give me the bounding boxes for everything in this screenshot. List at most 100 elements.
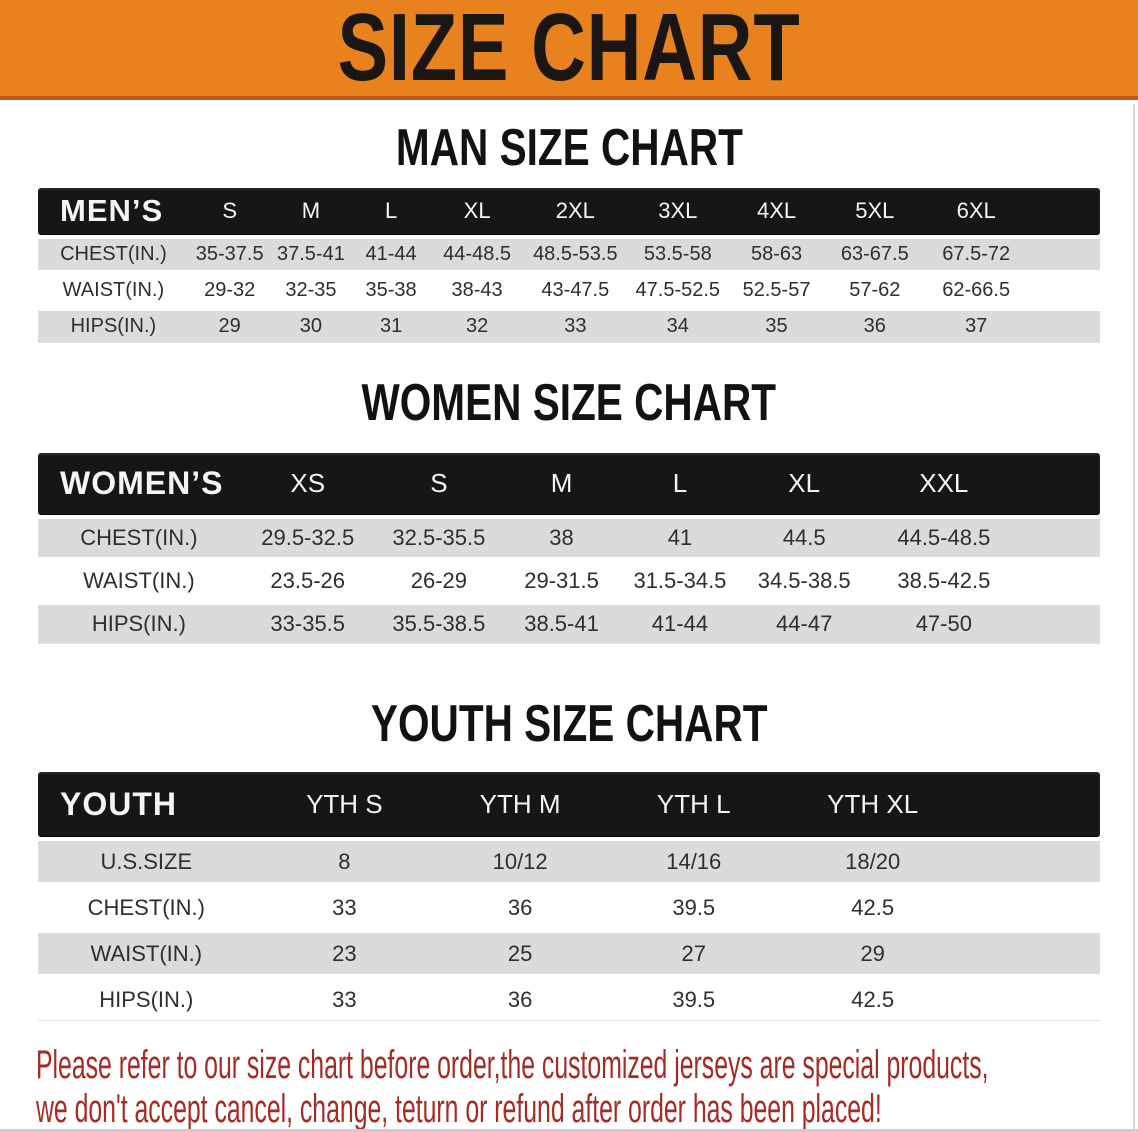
measurement-value: 32.5-35.5: [392, 525, 486, 550]
measurement-label: CHEST(IN.): [87, 894, 205, 920]
measurement-value: 44-47: [776, 611, 833, 636]
measurement-value: 39.5: [672, 894, 716, 920]
measurement-value: 39.5: [672, 986, 716, 1012]
table-row: CHEST(IN.) 29.5-32.5 32.5-35.5 38 41 44.5 44.5…: [38, 519, 1100, 557]
measurement-value: 36: [507, 986, 533, 1012]
youth-size-chart-heading: YOUTH SIZE CHART: [370, 695, 768, 753]
measurement-value: 29-31.5: [524, 568, 599, 593]
youth-section-heading-wrap: YOUTH SIZE CHART: [0, 695, 1138, 753]
size-column-header: XXL: [919, 468, 969, 498]
measurement-value: 33-35.5: [270, 611, 346, 636]
table-title: WOMEN’S: [60, 465, 224, 501]
man-section-heading-wrap: MAN SIZE CHART: [0, 119, 1138, 177]
size-column-header: L: [384, 198, 398, 223]
table-row: HIPS(IN.) 29 30 31 32 33 34 35 36 37: [38, 311, 1100, 342]
measurement-value: 38.5-41: [524, 611, 599, 636]
measurement-value: 35-38: [365, 279, 417, 301]
measurement-value: 35.5-38.5: [392, 611, 486, 636]
measurement-value: 27: [681, 940, 706, 966]
table-title: MEN’S: [60, 193, 164, 228]
measurement-value: 42.5: [851, 986, 895, 1012]
measurement-value: 36: [507, 894, 533, 920]
size-column-header: S: [430, 468, 448, 498]
size-column-header: M: [301, 198, 321, 223]
table-header-row: MEN’S S M L XL 2XL 3XL 4XL 5XL 6XL: [38, 188, 1100, 234]
measurement-value: 62-66.5: [942, 279, 1011, 301]
size-column-header: YTH L: [656, 788, 731, 819]
size-column-header: 4XL: [756, 198, 797, 223]
measurement-value: 48.5-53.5: [533, 243, 618, 265]
measurement-value: 47.5-52.5: [635, 279, 721, 301]
disclaimer-line-2: we don't accept cancel, change, teturn o…: [36, 1087, 882, 1131]
size-column-header: L: [672, 468, 688, 498]
table-row: CHEST(IN.) 35-37.5 37.5-41 41-44 44-48.5 48.5…: [38, 239, 1100, 270]
measurement-label: CHEST(IN.): [60, 243, 167, 265]
measurement-value: 57-62: [849, 279, 901, 301]
measurement-value: 44.5-48.5: [897, 525, 991, 550]
table-header-row: YOUTH YTH S YTH M YTH L YTH XL: [38, 772, 1100, 836]
measurement-value: 23: [332, 940, 357, 966]
measurement-value: 32: [465, 315, 489, 337]
order-disclaimer: Please refer to our size chart before or…: [36, 1043, 989, 1131]
measurement-value: 44.5: [782, 525, 826, 550]
measurement-value: 36: [863, 315, 886, 337]
table-row: WAIST(IN.) 23 25 27 29: [38, 933, 1100, 974]
size-column-header: M: [550, 468, 573, 498]
measurement-value: 30: [299, 315, 323, 337]
measurement-value: 35-37.5: [195, 243, 264, 265]
size-column-header: 6XL: [956, 198, 996, 223]
measurement-value: 34.5-38.5: [757, 568, 851, 593]
measurement-value: 38: [549, 525, 574, 550]
measurement-value: 31.5-34.5: [633, 568, 727, 593]
measurement-value: 37.5-41: [276, 243, 345, 265]
table-row: CHEST(IN.) 33 36 39.5 42.5: [38, 887, 1100, 928]
measurement-value: 18/20: [845, 848, 901, 874]
size-column-header: YTH M: [479, 788, 561, 819]
measurement-value: 8: [338, 848, 351, 874]
table-row: WAIST(IN.) 23.5-26 26-29 29-31.5 31.5-34.5 34…: [38, 562, 1100, 600]
measurement-value: 52.5-57: [742, 279, 811, 301]
size-column-header: XL: [463, 198, 491, 223]
youth-size-table: YOUTH YTH S YTH M YTH L YTH XL U.S.SIZE 8 10/12…: [38, 772, 1100, 1021]
measurement-value: 38-43: [451, 279, 503, 301]
measurement-label: WAIST(IN.): [62, 279, 165, 301]
measurement-value: 37: [965, 315, 988, 337]
measurement-value: 41-44: [365, 243, 417, 265]
measurement-value: 67.5-72: [942, 243, 1011, 265]
table-title: YOUTH: [60, 785, 177, 822]
measurement-label: CHEST(IN.): [80, 525, 198, 550]
measurement-value: 26-29: [410, 568, 468, 593]
measurement-value: 34: [666, 315, 689, 337]
size-chart-banner: SIZE CHART: [0, 0, 1138, 100]
measurement-value: 33: [332, 986, 357, 1012]
women-size-chart-heading: WOMEN SIZE CHART: [361, 374, 777, 432]
measurement-value: 29-32: [204, 279, 256, 301]
size-column-header: 3XL: [658, 198, 698, 223]
measurement-label: WAIST(IN.): [90, 940, 203, 966]
man-size-chart-heading: MAN SIZE CHART: [395, 119, 743, 177]
measurement-label: HIPS(IN.): [91, 611, 186, 636]
measurement-value: 41-44: [651, 611, 709, 636]
page-bottom-edge: [0, 1129, 1138, 1132]
measurement-value: 29: [860, 940, 885, 966]
table-row: HIPS(IN.) 33-35.5 35.5-38.5 38.5-41 41-44 44-…: [38, 605, 1100, 643]
measurement-value: 53.5-58: [643, 243, 712, 265]
table-header-row: WOMEN’S XS S M L XL XXL: [38, 453, 1100, 514]
page-title: SIZE CHART: [337, 0, 801, 101]
measurement-value: 29.5-32.5: [261, 525, 355, 550]
table-row: WAIST(IN.) 29-32 32-35 35-38 38-43 43-47.5 47.…: [38, 275, 1100, 306]
measurement-label: HIPS(IN.): [99, 986, 194, 1012]
measurement-value: 23.5-26: [270, 568, 346, 593]
measurement-value: 38.5-42.5: [897, 568, 991, 593]
size-column-header: YTH XL: [827, 788, 919, 819]
measurement-value: 44-48.5: [443, 243, 512, 265]
disclaimer-line-1: Please refer to our size chart before or…: [36, 1043, 989, 1087]
size-column-header: S: [222, 198, 238, 223]
mens-size-table: MEN’S S M L XL 2XL 3XL 4XL 5XL 6XL CHEST(IN.) 35-37…: [38, 188, 1100, 343]
size-column-header: YTH S: [306, 788, 383, 819]
womens-size-table: WOMEN’S XS S M L XL XXL CHEST(IN.) 29.5-32.5 32.5…: [38, 453, 1100, 644]
measurement-value: 35: [765, 315, 788, 337]
size-column-header: 2XL: [555, 198, 595, 223]
size-column-header: XL: [788, 468, 821, 498]
